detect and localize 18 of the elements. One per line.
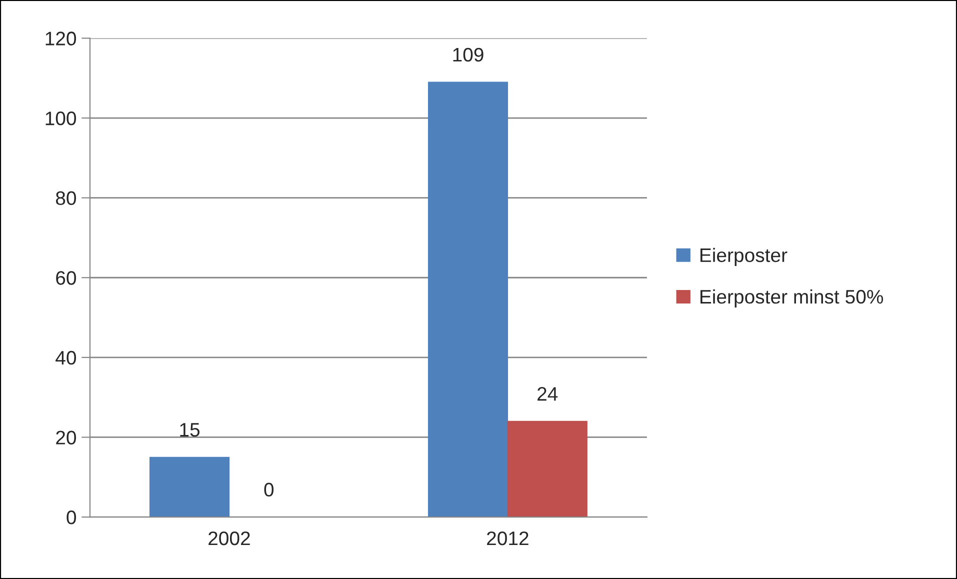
data-label: 15 [180,423,200,437]
legend-label: Eierposter [700,248,788,266]
bar [428,82,508,518]
x-tick-label: 2012 [487,531,528,546]
y-tick-label: 60 [56,271,76,285]
legend-label: Eierposter minst 50% [700,289,884,308]
x-tick-label: 2002 [208,531,250,546]
bar [149,456,230,518]
y-tick-label: 120 [46,32,76,46]
y-tick-label: 0 [66,510,76,524]
y-tick-label: 80 [56,191,76,206]
y-tick-label: 40 [56,350,76,365]
y-tick-label: 20 [56,430,76,444]
data-label: 109 [453,48,484,62]
bar [507,420,588,518]
data-label: 0 [264,482,274,497]
y-tick-label: 100 [46,111,76,126]
data-label: 24 [538,387,558,401]
